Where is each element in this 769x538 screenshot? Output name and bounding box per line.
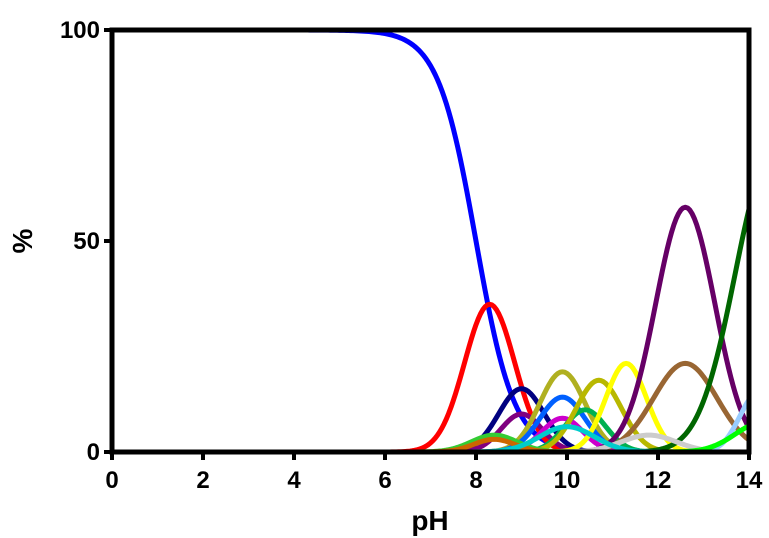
series-line-2 [112,301,749,452]
x-tick-label: 14 [736,467,763,494]
series-line-12 [112,204,749,452]
x-tick-label: 0 [105,467,118,494]
x-tick-label: 12 [645,467,672,494]
series-line-9 [112,377,749,452]
y-axis-title: % [7,228,38,253]
plot-frame [109,27,752,455]
y-axis-ticks: 0 50 100 [60,17,112,466]
x-axis-title: pH [411,505,448,536]
series-line-11 [112,360,749,452]
x-tick-label: 8 [469,467,482,494]
series-line-16 [112,432,749,452]
x-tick-label: 10 [554,467,581,494]
x-tick-label: 2 [196,467,209,494]
x-tick-label: 6 [378,467,391,494]
x-tick-label: 4 [287,467,301,494]
y-tick-label: 100 [60,17,100,44]
series-line-10 [112,360,749,452]
plot-lines [112,27,749,452]
y-tick-label: 50 [73,228,100,255]
series-line-1 [112,27,749,452]
y-tick-label: 0 [87,439,100,466]
x-axis-ticks: 0 2 4 6 8 10 12 14 [105,452,763,494]
